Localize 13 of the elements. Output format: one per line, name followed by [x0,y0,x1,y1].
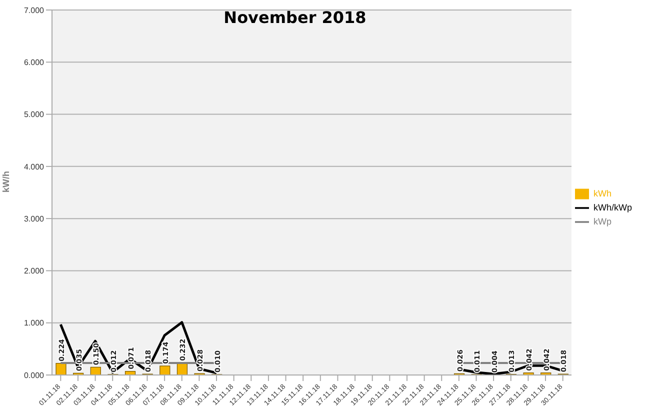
y-tick-label: 4.000 [24,162,45,172]
y-tick-label: 5.000 [24,110,45,120]
legend-label: kWh [593,188,612,198]
y-tick-label: 6.000 [24,58,45,67]
y-tick-label: 7.000 [24,6,45,15]
y-tick-label: 0.000 [24,370,45,380]
y-axis-title: kW/h [1,171,12,192]
legend-label: kWp [593,216,612,226]
y-tick-label: 2.000 [24,266,45,276]
y-tick-label: 3.000 [24,214,45,224]
legend-label: kWh/kWp [593,202,632,212]
chart-title: November 2018 [224,8,366,27]
y-tick-label: 1.000 [24,318,45,328]
